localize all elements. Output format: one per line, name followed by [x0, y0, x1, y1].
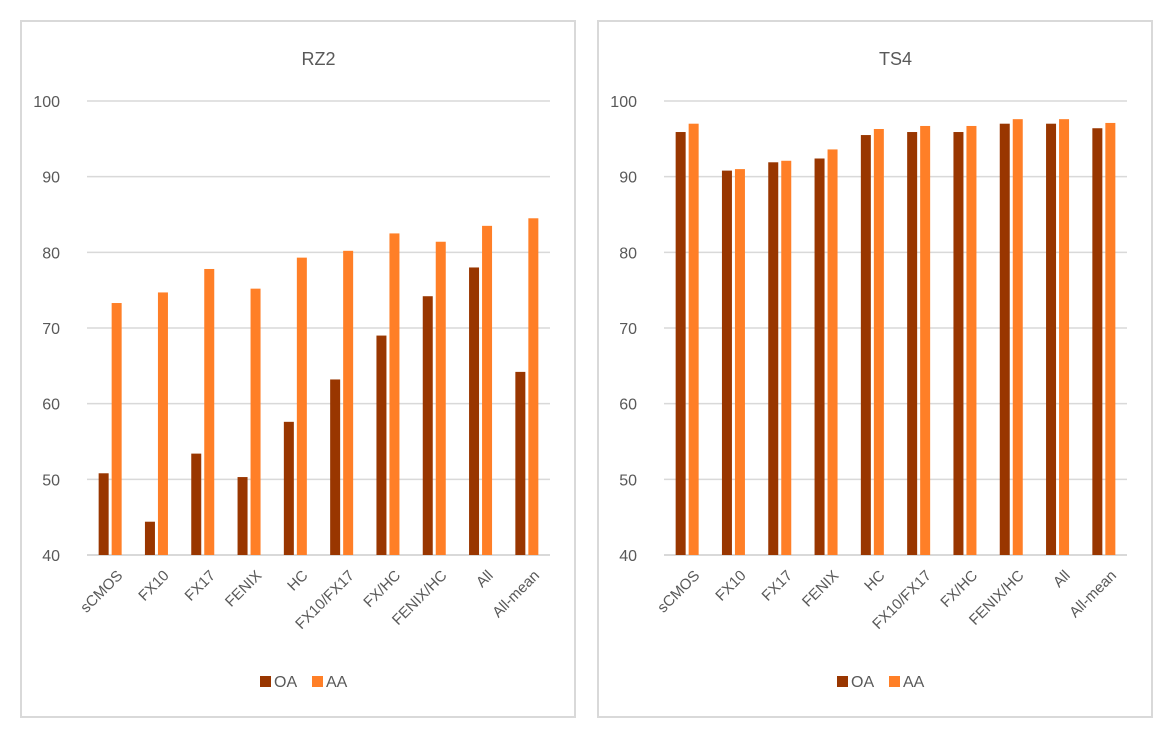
- y-tick-label: 90: [42, 170, 60, 187]
- bar-aa: [1105, 122, 1116, 556]
- bar-oa: [953, 132, 964, 556]
- bar-aa: [389, 233, 400, 555]
- bar-oa: [237, 477, 248, 555]
- bar-aa: [111, 303, 122, 555]
- legend-swatch-aa: [312, 676, 323, 687]
- bar-oa: [1046, 123, 1057, 555]
- x-tick-label: HC: [284, 567, 311, 594]
- bar-aa: [204, 268, 215, 555]
- y-tick-label: 50: [619, 472, 637, 489]
- bar-oa: [907, 132, 918, 556]
- bar-oa: [860, 135, 871, 556]
- bar-oa: [330, 379, 341, 555]
- bar-oa: [98, 473, 109, 555]
- x-tick-label: sCMOS: [77, 567, 126, 616]
- legend-label-oa: OA: [851, 674, 874, 691]
- bar-aa: [781, 160, 792, 555]
- y-tick-label: 50: [42, 472, 60, 489]
- x-tick-label: FX/HC: [360, 567, 404, 611]
- bar-oa: [376, 335, 387, 555]
- y-tick-label: 70: [42, 321, 60, 338]
- bar-oa: [191, 453, 202, 555]
- bar-aa: [966, 125, 977, 555]
- chart-rz2: RZ2 40 50 60 70 80 90 100 sCMOS FX10 FX17 FENIX HC FX…: [33, 49, 550, 691]
- bar-oa: [144, 521, 155, 555]
- bar-aa: [1012, 119, 1023, 555]
- x-tick-label: sCMOS: [654, 567, 703, 616]
- chart-panel-rz2: RZ2 40 50 60 70 80 90 100 sCMOS FX10 FX17 FENIX HC FX…: [20, 20, 576, 718]
- y-tick-label: 100: [33, 94, 60, 111]
- legend-swatch-oa: [260, 676, 271, 687]
- bar-aa: [873, 128, 884, 555]
- y-tick-label: 100: [610, 94, 637, 111]
- x-tick-label: FX10: [135, 567, 172, 604]
- bar-aa: [435, 241, 446, 556]
- y-tick-label: 40: [619, 548, 637, 565]
- bar-aa: [1059, 119, 1070, 555]
- bar-aa: [482, 225, 493, 555]
- bar-aa: [827, 149, 838, 555]
- bar-aa: [734, 169, 745, 555]
- bar-aa: [250, 288, 261, 555]
- legend-label-aa: AA: [903, 674, 925, 691]
- bar-oa: [675, 132, 686, 556]
- y-tick-label: 60: [42, 397, 60, 414]
- x-tick-label: All-mean: [489, 567, 543, 621]
- y-tick-label: 60: [619, 397, 637, 414]
- legend-swatch-oa: [837, 676, 848, 687]
- legend-swatch-aa: [889, 676, 900, 687]
- y-tick-label: 80: [619, 245, 637, 262]
- bar-oa: [1092, 128, 1103, 555]
- bar-aa: [920, 125, 931, 555]
- legend-label-oa: OA: [274, 674, 297, 691]
- x-tick-label: All-mean: [1066, 567, 1120, 621]
- bar-aa: [343, 250, 354, 555]
- bar-oa: [768, 162, 779, 556]
- bar-oa: [999, 123, 1010, 555]
- x-tick-label: FENIX: [799, 567, 842, 610]
- bar-aa: [528, 218, 539, 556]
- chart-ts4: TS4 40 50 60 70 80 90 100 sCMOS FX10 FX17 FENIX HC FX…: [610, 49, 1127, 691]
- bar-aa: [296, 257, 307, 555]
- x-tick-label: All: [473, 567, 497, 591]
- bar-oa: [721, 170, 732, 555]
- chart-title: TS4: [879, 49, 912, 69]
- x-tick-label: FX17: [759, 567, 796, 604]
- chart-title: RZ2: [301, 49, 335, 69]
- bar-oa: [422, 296, 433, 555]
- x-tick-label: FX10: [712, 567, 749, 604]
- x-tick-label: FX/HC: [937, 567, 981, 611]
- y-tick-label: 40: [42, 548, 60, 565]
- y-tick-label: 80: [42, 245, 60, 262]
- x-tick-label: HC: [861, 567, 888, 594]
- x-tick-label: FENIX: [222, 567, 265, 610]
- bar-oa: [283, 421, 294, 555]
- y-tick-label: 70: [619, 321, 637, 338]
- bar-aa: [688, 123, 699, 555]
- bar-oa: [515, 371, 526, 555]
- bar-oa: [469, 267, 480, 555]
- bar-aa: [157, 292, 168, 555]
- x-tick-label: All: [1050, 567, 1074, 591]
- legend-label-aa: AA: [326, 674, 348, 691]
- bar-oa: [814, 158, 825, 556]
- x-tick-label: FX17: [182, 567, 219, 604]
- y-tick-label: 90: [619, 170, 637, 187]
- chart-panel-ts4: TS4 40 50 60 70 80 90 100 sCMOS FX10 FX17 FENIX HC FX…: [597, 20, 1153, 718]
